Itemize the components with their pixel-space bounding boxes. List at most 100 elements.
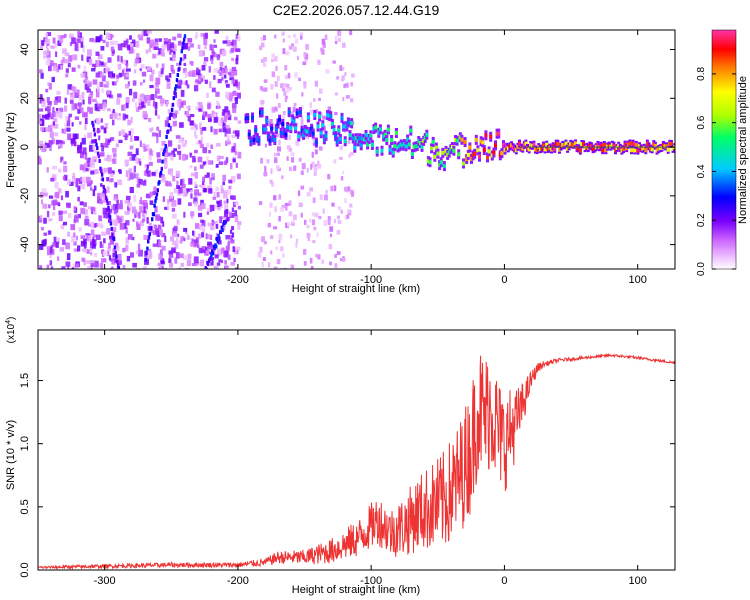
- noise-cell: [92, 244, 96, 249]
- noise-cell: [348, 153, 352, 158]
- ridge-cell: [439, 160, 443, 165]
- noise-cell: [129, 145, 134, 150]
- noise-cell: [281, 204, 285, 208]
- noise-cell: [90, 242, 94, 249]
- ridge-cell: [639, 146, 643, 151]
- ridge-cell: [247, 132, 251, 137]
- noise-cell: [93, 185, 97, 191]
- noise-cell: [314, 212, 319, 218]
- noise-cell: [127, 151, 133, 156]
- noise-cell: [154, 38, 158, 43]
- colorbar-tick-label: 0.8: [696, 67, 707, 81]
- ridge-cell: [463, 140, 467, 144]
- noise-cell: [80, 151, 84, 159]
- ridge-cell: [494, 143, 497, 148]
- noise-cell: [103, 238, 106, 244]
- noise-cell: [125, 195, 131, 201]
- noise-cell: [335, 36, 338, 41]
- noise-cell: [81, 54, 84, 61]
- noise-cell: [92, 156, 97, 160]
- noise-cell: [90, 251, 93, 256]
- noise-cell: [344, 186, 348, 192]
- ridge-cell: [487, 149, 491, 154]
- noise-cell: [38, 215, 43, 223]
- noise-cell: [285, 51, 290, 56]
- noise-cell: [101, 88, 104, 93]
- streak-cell: [162, 152, 165, 157]
- noise-cell: [160, 173, 163, 178]
- noise-cell: [183, 54, 187, 60]
- streak-cell: [144, 257, 147, 262]
- y-tick-label: 0: [19, 144, 31, 150]
- noise-cell: [311, 151, 314, 158]
- noise-cell: [278, 194, 282, 200]
- streak-cell: [111, 232, 114, 237]
- streak-cell: [183, 34, 187, 39]
- streak-cell: [105, 198, 109, 203]
- ridge-cell: [567, 144, 571, 149]
- ridge-cell: [612, 143, 616, 148]
- ridge-cell: [476, 148, 480, 153]
- noise-cell: [202, 161, 207, 165]
- noise-cell: [234, 267, 238, 269]
- streak-cell: [147, 239, 150, 244]
- noise-cell: [161, 44, 166, 50]
- noise-cell: [184, 111, 187, 115]
- ridge-cell: [260, 110, 264, 115]
- streak-cell: [104, 189, 107, 194]
- noise-cell: [205, 143, 210, 148]
- ridge-cell: [310, 126, 314, 131]
- ridge-cell: [370, 142, 374, 147]
- noise-cell: [50, 113, 53, 119]
- noise-cell: [118, 139, 123, 144]
- noise-cell: [222, 181, 226, 186]
- noise-cell: [269, 235, 274, 240]
- noise-cell: [89, 107, 93, 114]
- noise-cell: [135, 211, 141, 218]
- noise-cell: [229, 68, 233, 73]
- noise-cell: [293, 102, 297, 107]
- noise-cell: [54, 96, 58, 101]
- noise-cell: [89, 144, 94, 152]
- noise-cell: [215, 204, 219, 210]
- ridge-cell: [436, 151, 440, 156]
- noise-cell: [229, 98, 233, 102]
- noise-cell: [45, 38, 50, 44]
- noise-cell: [318, 97, 321, 101]
- noise-cell: [64, 97, 67, 104]
- noise-cell: [211, 87, 216, 93]
- noise-cell: [280, 83, 284, 89]
- noise-cell: [156, 152, 161, 158]
- noise-cell: [342, 170, 345, 175]
- ridge-cell: [663, 144, 667, 149]
- noise-cell: [223, 200, 226, 204]
- noise-cell: [156, 133, 159, 138]
- noise-cell: [135, 156, 139, 164]
- noise-cell: [60, 64, 63, 70]
- noise-cell: [79, 201, 84, 206]
- noise-cell: [107, 57, 112, 63]
- streak-cell: [93, 132, 97, 137]
- noise-cell: [97, 54, 103, 59]
- noise-cell: [202, 127, 207, 131]
- noise-cell: [195, 32, 198, 38]
- noise-cell: [105, 138, 108, 145]
- noise-cell: [133, 194, 137, 202]
- noise-cell: [95, 60, 98, 68]
- noise-cell: [312, 240, 316, 244]
- noise-cell: [213, 128, 218, 135]
- noise-cell: [88, 206, 92, 210]
- ridge-cell: [255, 136, 259, 141]
- noise-cell: [84, 76, 89, 80]
- noise-cell: [284, 202, 289, 206]
- noise-cell: [180, 236, 185, 241]
- streak-cell: [104, 195, 108, 200]
- noise-cell: [232, 78, 235, 84]
- noise-cell: [171, 69, 175, 74]
- noise-cell: [52, 199, 58, 206]
- noise-cell: [110, 267, 114, 269]
- noise-cell: [92, 189, 96, 197]
- noise-cell: [310, 265, 314, 269]
- noise-cell: [141, 218, 145, 223]
